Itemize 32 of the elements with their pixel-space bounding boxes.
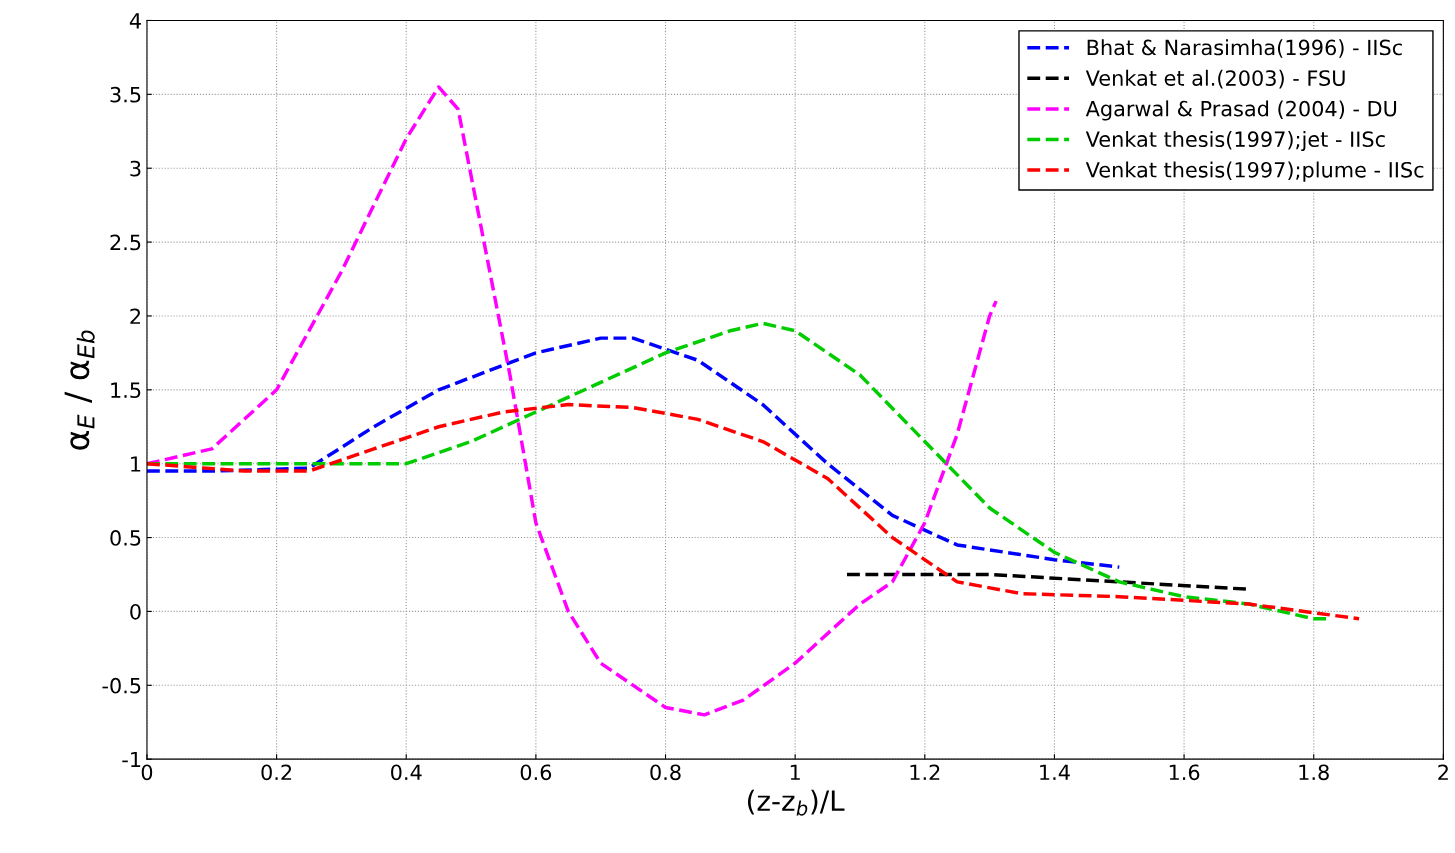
y-tick-label: 4 xyxy=(129,13,141,29)
y-tick-label: 3.5 xyxy=(110,86,141,103)
y-axis-title: α$_{E}$ / α$_{Eb}$ xyxy=(64,330,95,450)
x-tick-label: 0 xyxy=(141,764,153,781)
line-series xyxy=(146,336,1121,569)
legend-label: Venkat thesis(1997);plume - IISc xyxy=(1085,161,1424,182)
y-tick-label: -0.5 xyxy=(102,677,141,694)
y-tick-label: 1.5 xyxy=(111,382,141,399)
y-tick-label: 0.5 xyxy=(110,530,141,546)
x-tick-label: 2 xyxy=(1438,764,1448,780)
legend-label: Bhat & Narasimha(1996) - IISc xyxy=(1087,39,1402,58)
legend-label: Agarwal & Prasad (2004) - DU xyxy=(1085,100,1397,121)
y-tick-label: -1 xyxy=(122,751,141,768)
x-tick-label: 1.4 xyxy=(1040,764,1070,780)
x-tick-label: 0.8 xyxy=(650,764,681,781)
y-tick-label: 2.5 xyxy=(110,234,141,251)
legend-label: Venkat thesis(1997);jet - IISc xyxy=(1085,130,1385,152)
x-tick-label: 1.2 xyxy=(910,764,940,780)
line-series xyxy=(146,85,998,717)
x-tick-label: 0.6 xyxy=(520,764,552,781)
x-axis-title: (z-z$_{b}$)/L xyxy=(747,789,845,816)
x-tick-label: 1 xyxy=(790,764,800,780)
line-series xyxy=(146,402,1361,621)
x-tick-label: 0.4 xyxy=(391,764,422,781)
y-tick-label: 0 xyxy=(130,603,141,620)
x-tick-label: 1.6 xyxy=(1169,764,1200,781)
y-tick-label: 2 xyxy=(130,308,141,324)
y-tick-label: 3 xyxy=(130,160,141,177)
x-tick-label: 0.2 xyxy=(261,764,292,781)
legend-label: Venkat et al.(2003) - FSU xyxy=(1085,69,1345,89)
x-tick-label: 1.8 xyxy=(1299,764,1329,781)
y-tick-label: 1 xyxy=(131,456,141,472)
